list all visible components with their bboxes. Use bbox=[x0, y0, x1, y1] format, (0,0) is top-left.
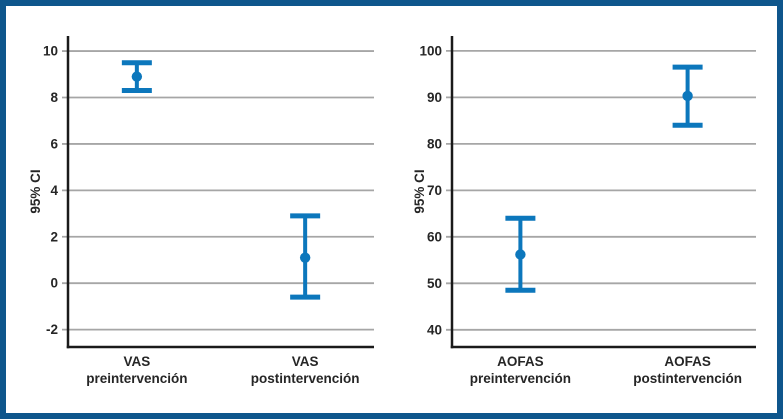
mean-marker bbox=[131, 71, 143, 82]
y-tick-label: 0 bbox=[50, 276, 58, 291]
category-label: VAS postintervención bbox=[251, 354, 360, 386]
y-tick-label: 4 bbox=[50, 183, 58, 198]
category-label: AOFAS preintervención bbox=[470, 354, 571, 386]
y-tick-label: 10 bbox=[43, 44, 58, 59]
error-bar bbox=[672, 64, 703, 128]
category-label: VAS preintervención bbox=[86, 354, 187, 386]
error-bar bbox=[505, 215, 536, 293]
y-tick-label: 6 bbox=[50, 136, 58, 151]
y-tick-label: 80 bbox=[427, 136, 442, 151]
y-tick-label: 50 bbox=[427, 276, 442, 291]
y-tick-label: 2 bbox=[50, 229, 58, 244]
y-axis-title: 95% CI bbox=[28, 169, 43, 213]
y-tick-label: 40 bbox=[427, 322, 442, 337]
category-label: AOFAS postintervención bbox=[633, 354, 742, 386]
error-bar bbox=[290, 213, 321, 300]
y-tick-label: 60 bbox=[427, 229, 442, 244]
panel-right: 100 90 80 70 60 50 40 AOFAS preintervención AOFAS… bbox=[412, 36, 756, 386]
panel-left: 10 8 6 4 2 0 -2 VAS preintervención VAS postinterv… bbox=[28, 36, 374, 386]
y-tick-label: 70 bbox=[427, 183, 442, 198]
y-tick-label: 90 bbox=[427, 90, 442, 105]
mean-marker bbox=[515, 249, 526, 260]
y-tick-label: 8 bbox=[50, 90, 58, 105]
y-axis-title: 95% CI bbox=[412, 169, 427, 213]
mean-marker bbox=[682, 90, 693, 102]
y-tick-label: -2 bbox=[46, 322, 58, 337]
mean-marker bbox=[299, 252, 311, 263]
error-bar bbox=[121, 60, 152, 94]
y-tick-label: 100 bbox=[419, 43, 442, 58]
